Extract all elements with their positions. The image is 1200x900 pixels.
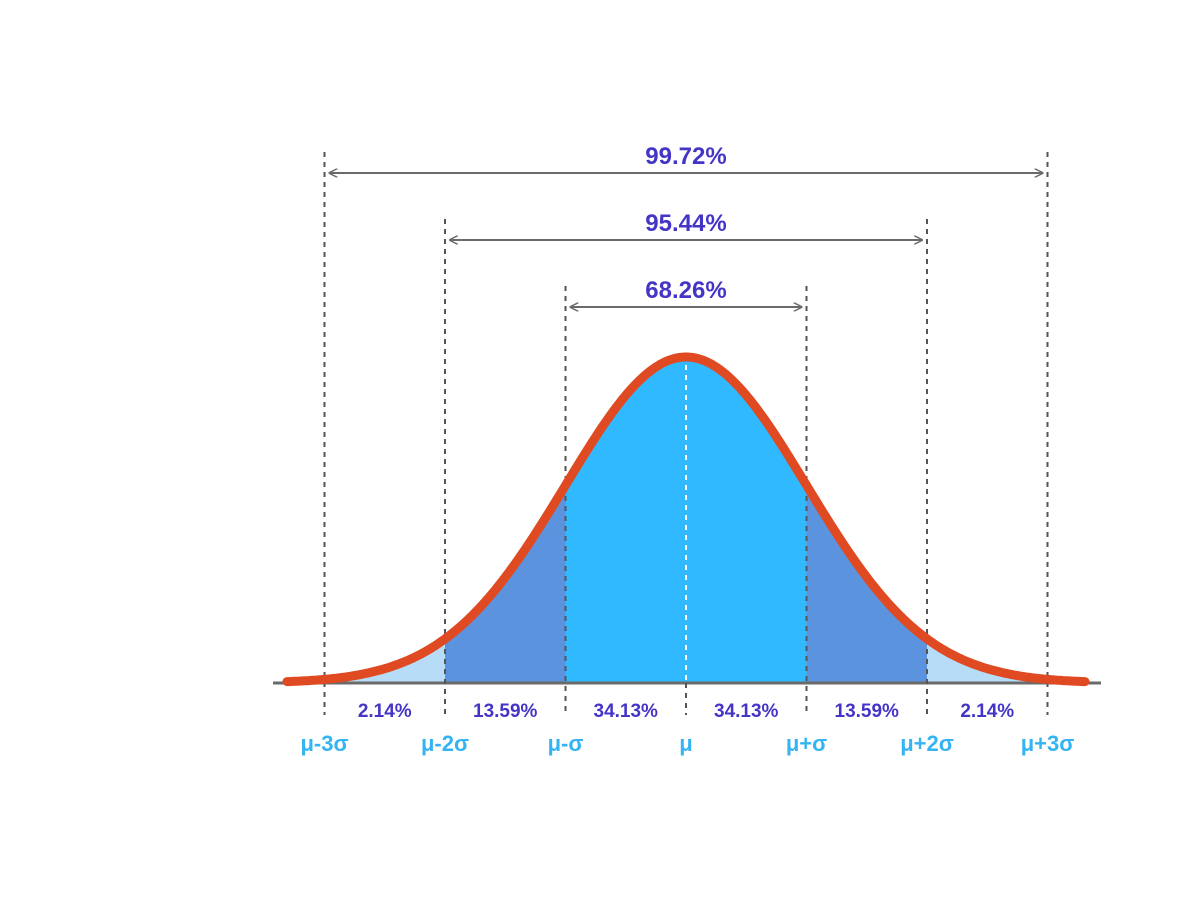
region-pct-right-center: 34.13% [714, 701, 779, 722]
sigma-label-plus-1: μ+σ [786, 731, 827, 756]
span-label-99: 99.72% [645, 143, 726, 170]
region-pct-left-mid: 13.59% [473, 701, 538, 722]
bell-curve [282, 352, 1090, 687]
region-pct-left-center: 34.13% [594, 701, 659, 722]
fill-right-tail [927, 638, 1090, 683]
sigma-guide-lines [323, 152, 1049, 715]
fill-left-tail [282, 638, 445, 683]
region-pct-right-mid: 13.59% [835, 701, 900, 722]
sigma-label-minus-2: μ-2σ [421, 731, 469, 756]
span-label-68: 68.26% [645, 277, 726, 304]
sigma-label-plus-2: μ+2σ [900, 731, 954, 756]
sigma-label-mean: μ [679, 731, 692, 756]
sigma-label-plus-3: μ+3σ [1021, 731, 1075, 756]
span-label-95: 95.44% [645, 210, 726, 237]
span-arrows: 99.72% 95.44% 68.26% [330, 143, 1043, 307]
region-pct-right-tail: 2.14% [960, 701, 1014, 722]
region-pct-left-tail: 2.14% [358, 701, 412, 722]
region-percentages: 2.14% 13.59% 34.13% 34.13% 13.59% 2.14% [358, 701, 1014, 722]
sigma-label-minus-1: μ-σ [548, 731, 584, 756]
sigma-label-minus-3: μ-3σ [300, 731, 348, 756]
sigma-labels: μ-3σ μ-2σ μ-σ μ μ+σ μ+2σ μ+3σ [300, 731, 1074, 756]
